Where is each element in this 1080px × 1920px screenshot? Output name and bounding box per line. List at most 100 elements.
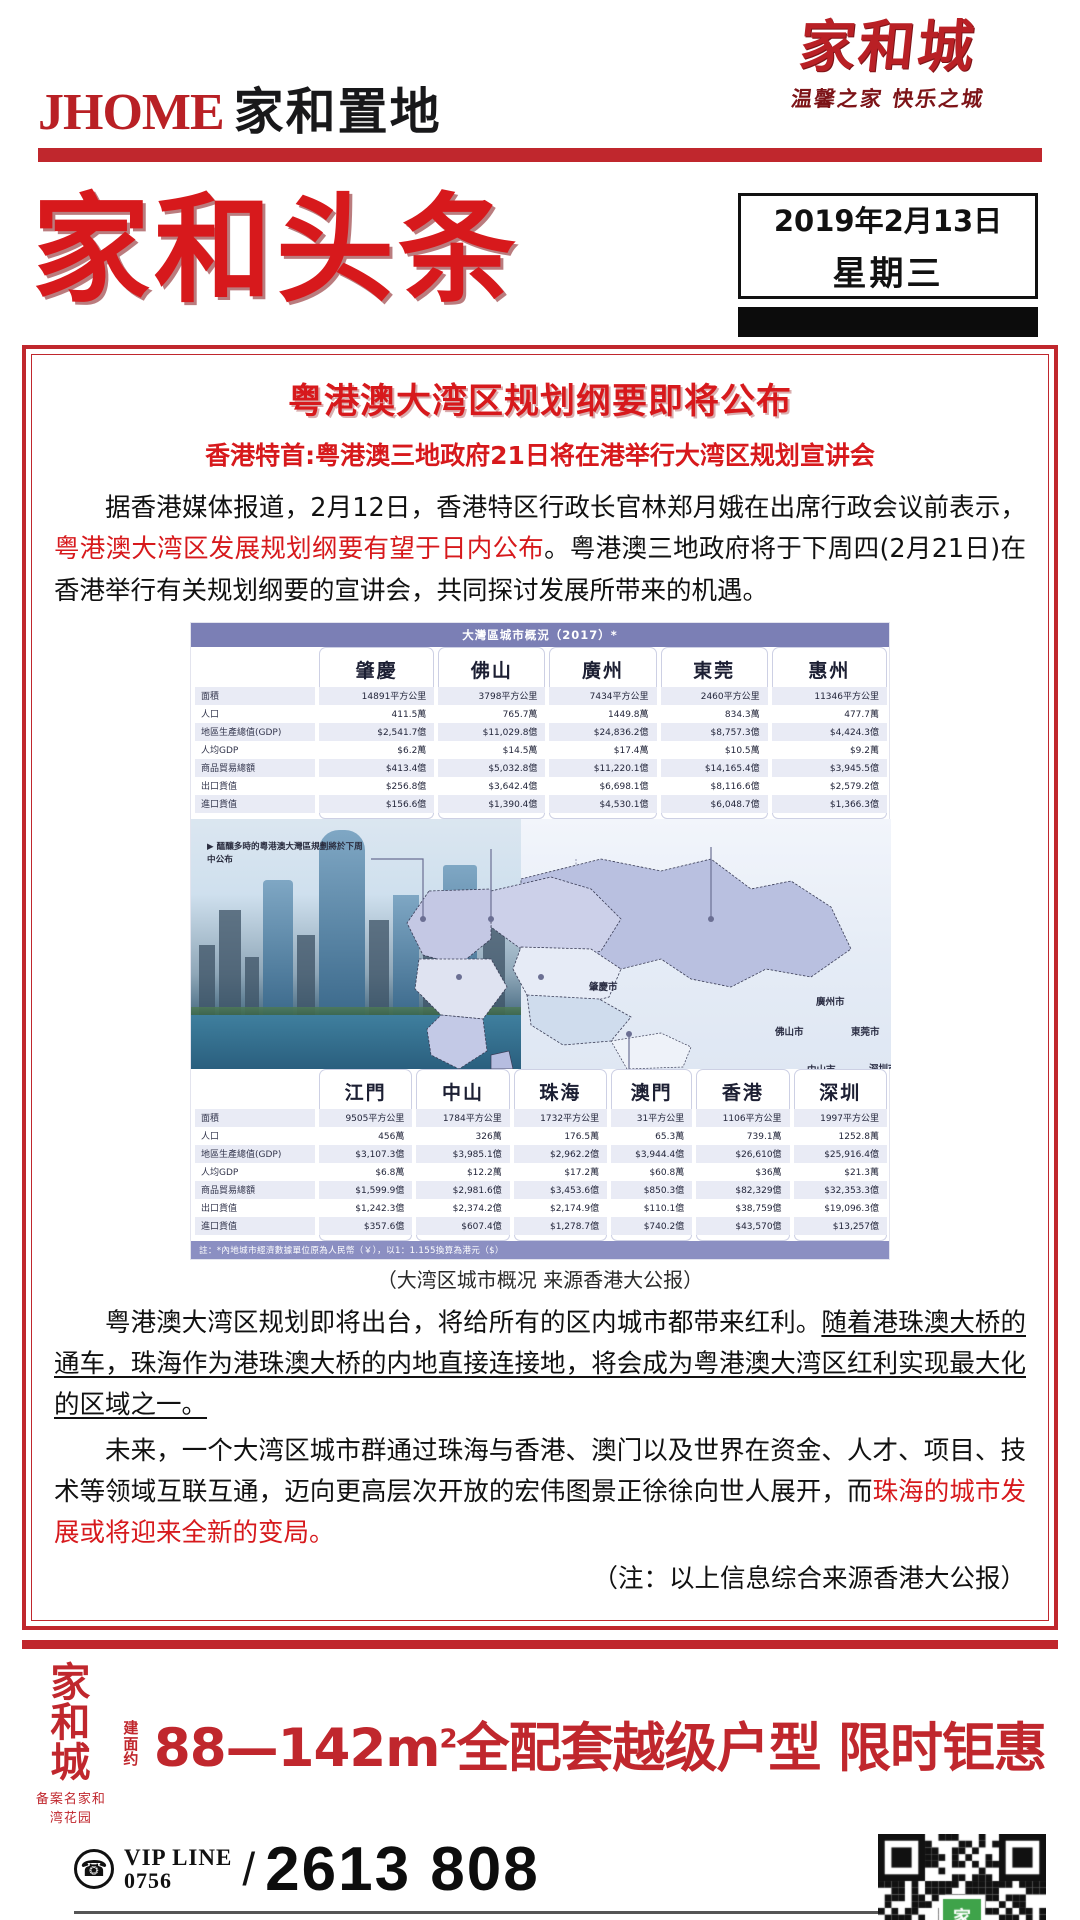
cell-gdp-per-capita: $36萬 xyxy=(755,1168,782,1179)
cell-population: 65.3萬 xyxy=(655,1132,685,1143)
cell-gdp-per-capita: $14.5萬 xyxy=(502,746,538,757)
city-name: 江門 xyxy=(319,1068,413,1109)
ad-area-unit: m xyxy=(385,1718,440,1780)
cell-gdp-per-capita: $17.4萬 xyxy=(613,746,649,757)
article-frame: 粤港澳大湾区规划纲要即将公布 香港特首:粤港澳三地政府21日将在港举行大湾区规划… xyxy=(22,345,1058,1630)
table-row: 人口 456萬 326萬 176.5萬 65.3萬 739.1萬 1252.8萬 xyxy=(195,1127,887,1145)
ad-headline-row: 家和城 备案名家和湾花园 建面 约 88—142m2全配套越级户型 限时钜惠 xyxy=(0,1649,1080,1826)
table-row: 出口貨值 $256.8億 $3,642.4億 $6,698.1億 $8,116.… xyxy=(195,777,887,795)
map-label: 廣州市 xyxy=(816,996,845,1008)
infographic-footnote: 註：*內地城市經濟數據單位原為人民幣（￥），以1：1.155換算為港元（$） xyxy=(191,1240,889,1259)
row-label: 商品貿易總額 xyxy=(195,758,315,777)
cell-export: $110.1億 xyxy=(643,1204,685,1215)
map-label: 深圳市 xyxy=(869,1061,891,1069)
cell-import: $1,366.3億 xyxy=(771,794,887,813)
table-row: 人均GDP $6.8萬 $12.2萬 $17.2萬 $60.8萬 $36萬 $2… xyxy=(195,1163,887,1181)
para3-highlight: 珠海的城市发展或将迎来全新的变局。 xyxy=(54,1477,1026,1549)
infographic-title: 大灣區城市概況（2017）* xyxy=(191,622,889,647)
cell-area: 1732平方公里 xyxy=(513,1108,608,1127)
city-name: 中山 xyxy=(416,1068,510,1109)
table-row: 出口貨值 $1,242.3億 $2,374.2億 $2,174.9億 $110.… xyxy=(195,1199,887,1217)
city-name: 佛山 xyxy=(438,646,546,687)
qr-code[interactable] xyxy=(878,1833,1046,1920)
cell-gdp-per-capita: $6.2萬 xyxy=(397,746,427,757)
date-box: 2019年2月13日 星期三 xyxy=(738,193,1038,299)
table-row: 人口 411.5萬 765.7萬 1449.8萬 834.3萬 477.7萬 xyxy=(195,705,887,723)
ad-contact-row: ☎ VIP LINE 0756 / 2613 808 项目 地址 珠海·斗门·湖… xyxy=(0,1826,1080,1920)
cell-export: $2,374.2億 xyxy=(452,1204,502,1215)
issue-weekday: 星期三 xyxy=(832,253,944,294)
city-name: 惠州 xyxy=(771,646,887,687)
ad-phone-line[interactable]: ☎ VIP LINE 0756 / 2613 808 xyxy=(74,1834,878,1905)
cell-gdp-per-capita: $17.2萬 xyxy=(564,1168,600,1179)
cell-area: 7434平方公里 xyxy=(549,686,657,705)
cell-population: 456萬 xyxy=(378,1132,405,1143)
cell-gdp-per-capita: $10.5萬 xyxy=(724,746,760,757)
city-name: 肇慶 xyxy=(319,646,435,687)
cell-gdp: $26,610億 xyxy=(696,1144,790,1163)
city-name: 香港 xyxy=(696,1068,790,1109)
cell-trade: $32,353.3億 xyxy=(793,1180,887,1199)
cell-trade: $3,453.6億 xyxy=(513,1180,608,1199)
cell-export: $19,096.3億 xyxy=(824,1204,879,1215)
cell-area: 1106平方公里 xyxy=(696,1108,790,1127)
cell-trade: $82,329億 xyxy=(696,1180,790,1199)
brand-logo-right[interactable]: 家和城 温馨之家 快乐之城 xyxy=(738,14,1038,113)
row-label: 地區生產總值(GDP) xyxy=(195,1144,315,1163)
cell-trade: $3,945.5億 xyxy=(771,758,887,777)
table-row: 商品貿易總額 $1,599.9億 $2,981.6億 $3,453.6億 $85… xyxy=(195,1180,887,1199)
ad-project-logo[interactable]: 家和城 备案名家和湾花园 xyxy=(34,1663,108,1826)
brand-chinese-name: 家和置地 xyxy=(233,83,442,141)
map-label: 佛山市 xyxy=(775,1026,804,1038)
table-row: 地區生產總值(GDP) $3,107.3億 $3,985.1億 $2,962.2… xyxy=(195,1144,887,1163)
ad-project-name: 家和城 xyxy=(50,1659,92,1786)
row-label: 人均GDP xyxy=(201,746,239,757)
greater-bay-area-map xyxy=(371,846,852,1069)
cell-population: 1449.8萬 xyxy=(608,710,649,721)
brand-english-name: JHOME xyxy=(38,84,225,141)
qr-code-canvas xyxy=(878,1833,1046,1920)
row-label: 人口 xyxy=(201,710,220,721)
cell-gdp: $8,757.3億 xyxy=(660,722,768,741)
cell-gdp: $2,541.7億 xyxy=(319,722,435,741)
infographic-caption: （大湾区城市概况 来源香港大公报） xyxy=(376,1267,704,1292)
cell-import: $357.6億 xyxy=(319,1216,413,1235)
cell-area: 2460平方公里 xyxy=(660,686,768,705)
row-label: 人均GDP xyxy=(201,1168,239,1179)
cell-export: $3,642.4億 xyxy=(488,782,538,793)
cell-gdp: $2,962.2億 xyxy=(513,1144,608,1163)
para1-part-b: 。粤港澳三地政府将于下周四(2月21日)在香港举行有关规划纲要的宣讲会，共同探讨… xyxy=(54,534,1026,606)
map-label: 肇慶市 xyxy=(589,981,618,993)
table-row: 商品貿易總額 $413.4億 $5,032.8億 $11,220.1億 $14,… xyxy=(195,758,887,777)
table-row: 面積 9505平方公里 1784平方公里 1732平方公里 31平方公里 110… xyxy=(195,1108,887,1127)
cell-gdp: $24,836.2億 xyxy=(549,722,657,741)
city-name: 深圳 xyxy=(793,1068,887,1109)
cell-gdp: $3,985.1億 xyxy=(416,1144,510,1163)
city-name: 廣州 xyxy=(549,646,657,687)
cell-export: $1,242.3億 xyxy=(355,1204,405,1215)
cell-population: 477.7萬 xyxy=(844,710,879,721)
cell-trade: $5,032.8億 xyxy=(438,758,546,777)
map-annotation: ▶ 醞釀多時的粵港澳大灣區規劃將於下周中公布 xyxy=(207,841,363,865)
cell-export: $2,579.2億 xyxy=(829,782,879,793)
cell-gdp-per-capita: $6.8萬 xyxy=(375,1168,405,1179)
table-row: 進口貨值 $357.6億 $607.4億 $1,278.7億 $740.2億 $… xyxy=(195,1216,887,1235)
para2-underlined: 随着港珠澳大桥的通车，珠海作为港珠澳大桥的内地直接连接地，将会成为粤港澳大湾区红… xyxy=(54,1307,1026,1421)
page-title: 家和头条 xyxy=(32,181,521,319)
infographic-table-top: 肇慶 佛山 廣州 東莞 惠州 面積 14891平方公里 3798平方公里 743… xyxy=(191,646,891,819)
table-row: 地區生產總值(GDP) $2,541.7億 $11,029.8億 $24,836… xyxy=(195,722,887,741)
cell-area: 11346平方公里 xyxy=(771,686,887,705)
cell-gdp-per-capita: $60.8萬 xyxy=(649,1168,685,1179)
cell-population: 326萬 xyxy=(475,1132,502,1143)
cell-population: 834.3萬 xyxy=(724,710,760,721)
ad-phone-number[interactable]: 2613 808 xyxy=(265,1834,540,1904)
brand-logo-left[interactable]: JHOME 家和置地 xyxy=(38,72,442,144)
cell-population: 739.1萬 xyxy=(746,1132,782,1143)
infographic-table-bottom: 江門 中山 珠海 澳門 香港 深圳 面積 9505平方公里 1784平方公里 1… xyxy=(191,1068,891,1241)
ad-area-prefix: 建面 约 xyxy=(122,1720,140,1768)
cell-trade: $11,220.1億 xyxy=(549,758,657,777)
map-label: 中山市 xyxy=(807,1062,836,1069)
cell-area: 3798平方公里 xyxy=(438,686,546,705)
article-inner: 粤港澳大湾区规划纲要即将公布 香港特首:粤港澳三地政府21日将在港举行大湾区规划… xyxy=(31,354,1049,1621)
